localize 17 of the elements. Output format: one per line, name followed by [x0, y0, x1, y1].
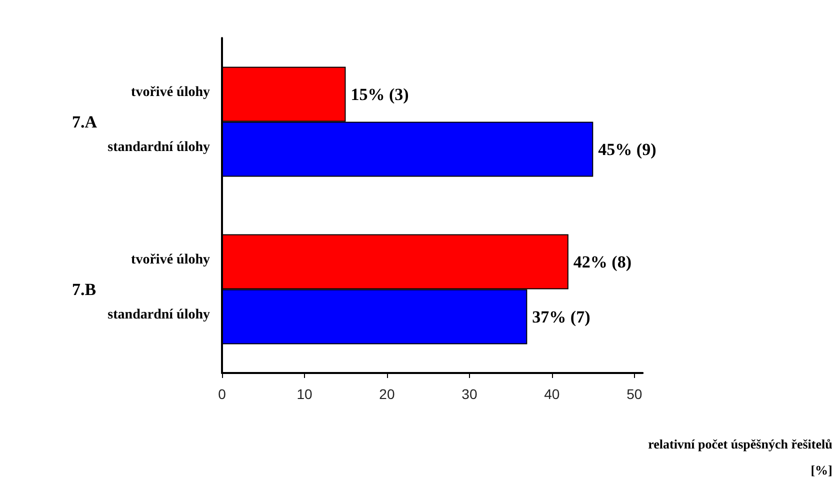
data-label: 42% (8)	[573, 252, 632, 272]
text: standardní úlohy	[108, 307, 210, 322]
x-axis-title: relativní počet úspěšných řešitelů [%]	[648, 436, 832, 478]
x-tick-label: 20	[379, 386, 395, 402]
y-tick-label: 7.A	[72, 112, 98, 132]
data-label: 15% (3)	[350, 84, 409, 104]
text: tvořivé úlohy	[131, 252, 210, 268]
x-tick-label: 50	[626, 386, 642, 402]
series-label: standardní úlohy	[108, 140, 210, 155]
data-label: 37% (7)	[532, 307, 590, 326]
series-label: tvořivé úlohy	[131, 84, 210, 100]
data-label: 45% (9)	[598, 140, 656, 159]
x-tick-label: 10	[296, 386, 312, 402]
x-tick-label: 40	[544, 386, 560, 402]
x-tick-label: 30	[462, 386, 478, 402]
x-tick-label: 0	[218, 386, 226, 402]
y-tick-label: 7.B	[72, 280, 96, 299]
